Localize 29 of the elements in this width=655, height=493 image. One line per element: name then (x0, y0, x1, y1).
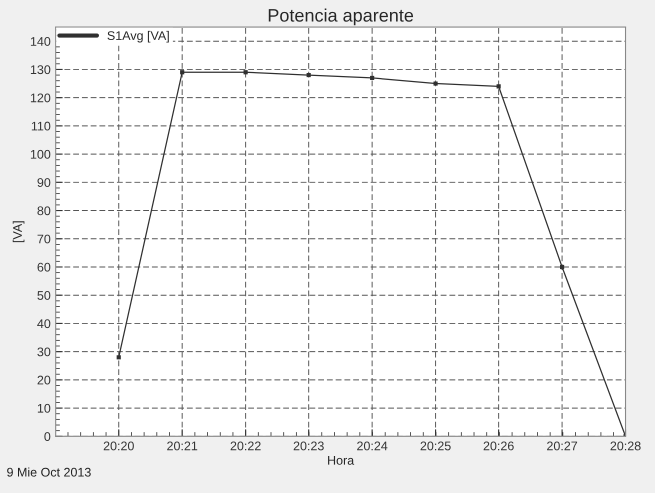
x-tick-label: 20:24 (357, 441, 388, 450)
y-tick-label: 10 (38, 404, 50, 413)
x-axis-title: Hora (328, 456, 354, 465)
y-tick-label: 130 (30, 65, 50, 74)
y-tick-label: 80 (37, 206, 50, 216)
y-tick-label: 110 (32, 122, 50, 131)
x-tick-label: 20:26 (484, 441, 514, 450)
y-tick-label: 20 (38, 376, 50, 385)
y-tick-label: 90 (37, 178, 50, 187)
y-tick-label: 140 (30, 37, 50, 46)
y-axis-title: [VA] (12, 221, 24, 242)
y-tick-label: 70 (38, 234, 50, 244)
x-tick-label: 20:21 (167, 441, 198, 450)
x-tick-label: 20:28 (610, 441, 641, 450)
y-tick-label: 0 (44, 432, 50, 441)
chart-title: Potencia aparente (268, 8, 414, 26)
y-tick-label: 60 (38, 262, 50, 272)
x-tick-label: 20:22 (230, 441, 261, 450)
legend-label: S1Avg [VA] (107, 30, 169, 43)
y-tick-label: 40 (37, 319, 50, 328)
x-tick-label: 20:20 (104, 441, 134, 450)
text: 9 Mie Oct 2013 (7, 467, 91, 477)
x-tick-label: 20:23 (294, 441, 324, 450)
y-tick-label: 50 (37, 291, 50, 300)
y-tick-label: 30 (37, 347, 50, 356)
y-tick-label: 100 (30, 150, 50, 159)
y-tick-label: 120 (30, 93, 50, 102)
x-tick-label: 20:25 (420, 441, 451, 450)
x-tick-label: 20:27 (547, 441, 578, 450)
